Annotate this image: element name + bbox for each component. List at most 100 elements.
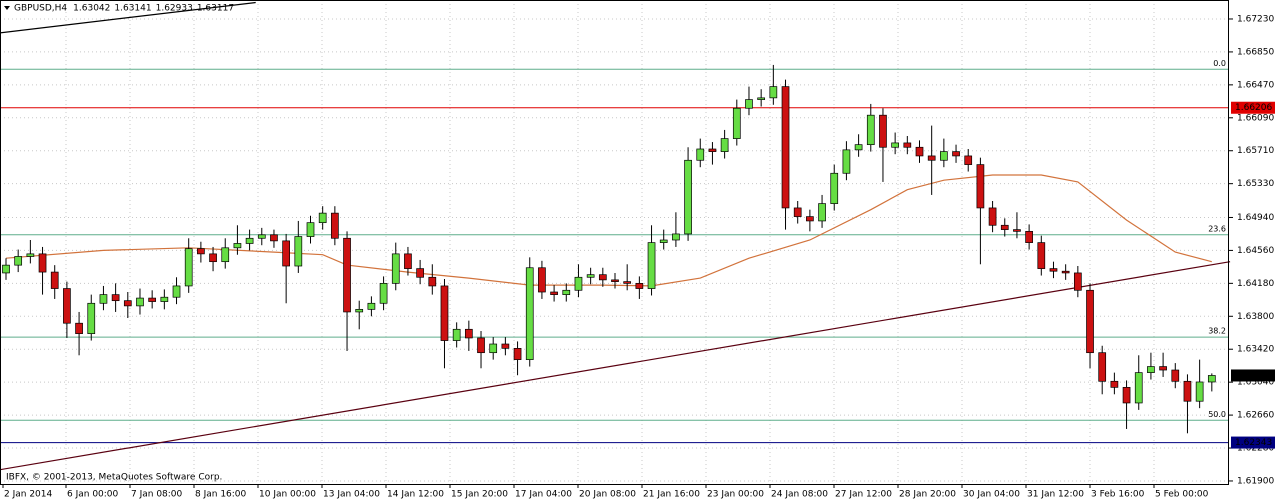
candle-body [464,328,473,339]
plot-frame [0,0,1229,485]
fib-label: 0.0 [1213,59,1226,68]
candle-body [769,86,778,99]
price-label-box [1231,101,1275,114]
candle-body [99,294,108,304]
candle-body [513,348,522,360]
candle-body [927,155,936,161]
x-tick-label: 10 Jan 00:00 [259,490,316,500]
x-tick-label: 2 Jan 2014 [4,490,52,500]
candle-body [866,114,875,146]
candle-body [1171,369,1180,382]
candle-body [257,234,266,239]
candle-body [160,296,169,302]
candle-body [550,291,558,295]
x-tick-label: 17 Jan 04:00 [515,490,572,500]
candle-body [209,253,217,263]
candle-body [525,267,534,360]
candle-body [355,308,364,313]
y-tick-label: 1.61900 [1237,476,1274,486]
candle-body [343,237,351,313]
candle-body [428,276,437,287]
price-label-box [1231,436,1275,449]
candle-body [562,289,571,295]
x-tick-label: 5 Feb 00:00 [1155,490,1209,500]
price-label: 1.66206 [1235,103,1272,113]
header-value: 1.63042 [73,4,110,14]
candle-body [672,233,680,241]
y-tick-label: 1.64180 [1237,279,1274,289]
candle-body [538,267,546,293]
candle-body [915,146,924,157]
candle-body [245,237,254,244]
candle-body [586,274,595,278]
candle-body [635,282,644,289]
candle-body [148,297,157,302]
candle-body [879,114,887,148]
candle-body [806,216,814,222]
x-tick-label: 24 Jan 08:00 [771,490,828,500]
candle-body [611,279,619,282]
candle-body [501,343,510,349]
candle-body [1207,375,1216,383]
candle-body [647,242,656,289]
candle-body [940,151,948,161]
candle-body [793,207,802,217]
candle-body [452,328,461,341]
candle-body [221,247,230,263]
candle-body [489,343,498,354]
candle-body [2,264,10,274]
candle-body [854,144,863,151]
y-tick-label: 1.67230 [1237,14,1274,24]
candle-body [197,248,205,255]
footer: IBFX, © 2001-2013, MetaQuotes Software C… [6,473,222,483]
candle-body [1086,289,1094,354]
candle-body [318,212,327,224]
candle-body [1037,242,1046,269]
x-tick-label: 23 Jan 00:00 [707,490,764,500]
candle-body [659,239,668,243]
candle-body [757,97,766,100]
candle-body [1049,268,1058,272]
candle-body [1025,230,1033,243]
candle-body [184,248,193,287]
candle-body [50,271,59,289]
price-label-box [1231,369,1275,382]
y-tick-label: 1.63040 [1237,378,1274,388]
candle-body [708,148,717,152]
price-label: 1.63117 [1235,371,1272,381]
candle-body [1134,372,1143,404]
x-tick-label: 3 Feb 16:00 [1091,490,1145,500]
candle-body [270,234,278,242]
plot [0,0,1231,484]
candle-body [379,282,388,304]
candle-body [1159,366,1167,371]
moving-average [5,174,1212,287]
candle-body [306,222,315,237]
candle-body [976,164,985,209]
candle-body [1183,380,1192,402]
candle-body [14,256,23,266]
x-tick-label: 6 Jan 00:00 [67,490,119,500]
candle-body [75,322,83,334]
candle-body [111,294,120,302]
y-tick-label: 1.65710 [1237,146,1274,156]
candle-body [1110,380,1119,388]
candle-body [38,253,47,273]
candle-body [1000,224,1009,230]
y-tick-label: 1.64560 [1237,246,1274,256]
candle-body [891,142,899,148]
y-tick-label: 1.66850 [1237,47,1274,57]
candle-body [964,155,973,165]
candle-body [331,212,339,239]
candle-body [63,288,71,324]
candle-body [440,285,449,341]
x-tick-label: 15 Jan 20:00 [451,490,508,500]
x-tick-label: 28 Jan 20:00 [899,490,956,500]
header-value: 1.63141 [114,4,151,14]
y-tick-label: 1.65330 [1237,179,1274,189]
candle-body [282,240,290,267]
candle-body [391,253,400,284]
candle-body [1195,381,1204,402]
y-tick-label: 1.66470 [1237,80,1274,90]
x-tick-label: 7 Jan 08:00 [131,490,183,500]
